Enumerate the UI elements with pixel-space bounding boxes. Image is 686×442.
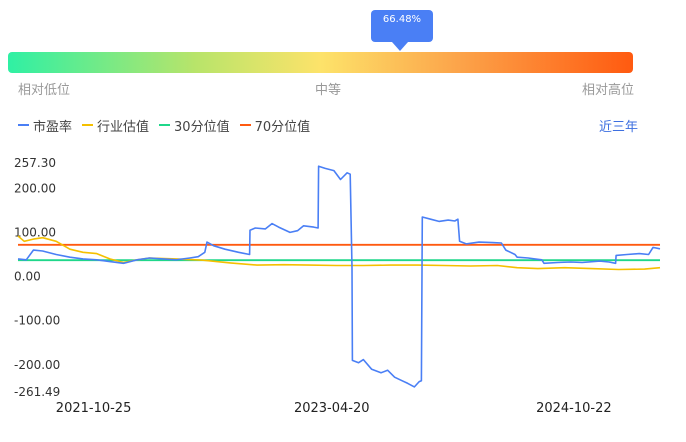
y-tick-label: -100.00 bbox=[14, 314, 60, 328]
x-tick-label: 2021-10-25 bbox=[56, 401, 132, 416]
y-tick-label: -200.00 bbox=[14, 358, 60, 372]
tooltip-pointer-icon bbox=[392, 42, 408, 51]
legend-swatch-industry bbox=[82, 124, 94, 126]
y-tick-label: 200.00 bbox=[14, 181, 56, 195]
industry-series-line bbox=[17, 235, 661, 271]
legend-item-industry[interactable]: 行业估值 bbox=[82, 116, 149, 135]
series-layer bbox=[17, 165, 661, 388]
level-label-high: 相对高位 bbox=[582, 83, 635, 98]
level-label-low: 相对低位 bbox=[18, 83, 71, 98]
level-label-mid: 中等 bbox=[315, 83, 342, 98]
period-selector-link[interactable]: 近三年 bbox=[599, 120, 639, 135]
x-tick-label: 2023-04-20 bbox=[294, 401, 370, 416]
percentile-tooltip: 66.48% bbox=[371, 10, 433, 42]
legend-swatch-pe bbox=[18, 124, 29, 126]
y-tick-label: 257.30 bbox=[14, 156, 56, 170]
tooltip-value: 66.48% bbox=[382, 14, 422, 25]
legend-swatch-p30 bbox=[159, 124, 171, 126]
legend-label-p30: 30分位值 bbox=[174, 119, 230, 135]
y-tick-label: 0.00 bbox=[14, 270, 41, 284]
y-tick-label: 100.00 bbox=[14, 225, 56, 239]
legend-item-pe[interactable]: 市盈率 bbox=[18, 116, 72, 135]
legend-label-industry: 行业估值 bbox=[97, 119, 150, 135]
x-tick-label: 2024-10-22 bbox=[536, 401, 612, 416]
chart-legend: 市盈率 行业估值 30分位值 70分位值 bbox=[18, 116, 320, 135]
pe-series-line bbox=[17, 165, 661, 388]
legend-label-pe: 市盈率 bbox=[33, 119, 73, 135]
percentile-gradient-bar bbox=[8, 52, 633, 73]
y-axis: 257.30 200.00 100.00 0.00 -100.00 -200.00 -261… bbox=[14, 156, 60, 399]
legend-label-p70: 70分位值 bbox=[254, 119, 311, 135]
y-tick-label: -261.49 bbox=[14, 385, 60, 399]
legend-item-p30[interactable]: 30分位值 bbox=[159, 116, 230, 135]
legend-swatch-p70 bbox=[239, 124, 251, 126]
legend-item-p70[interactable]: 70分位值 bbox=[239, 116, 311, 135]
x-axis: 2021-10-25 2023-04-20 2024-10-22 bbox=[56, 401, 612, 416]
